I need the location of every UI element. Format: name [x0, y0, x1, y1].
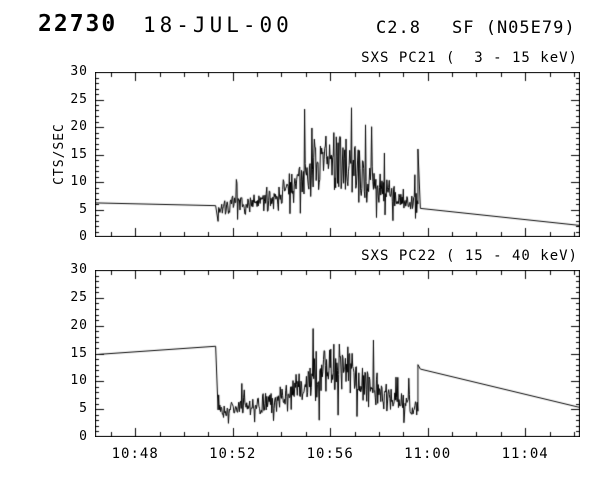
lightcurve-plot-pc21: [95, 72, 580, 237]
y-tick-label: 15: [70, 146, 88, 162]
y-tick-label: 25: [70, 91, 88, 107]
y-tick-label: 25: [70, 289, 88, 305]
y-tick-label: 30: [70, 64, 88, 79]
y-tick-label: 10: [70, 174, 88, 189]
y-tick-label: 20: [70, 317, 88, 333]
y-tick-label: 15: [70, 345, 88, 361]
y-tick-label: 5: [79, 401, 88, 417]
y-tick-label: 5: [79, 201, 88, 217]
x-tick-label: 11:00: [404, 446, 452, 462]
chart-title-pc21: SXS PC21 ( 3 - 15 keV): [361, 50, 578, 66]
flare-type-location: SF (N05E79): [452, 18, 576, 38]
x-tick-label: 10:52: [209, 446, 257, 462]
y-tick-label: 10: [70, 373, 88, 389]
x-tick-label: 10:48: [111, 446, 159, 462]
event-number: 22730: [38, 11, 118, 37]
y-tick-label: 30: [70, 262, 88, 277]
y-tick-label: 0: [79, 229, 88, 244]
event-date: 18-JUL-00: [143, 13, 293, 37]
goes-class: C2.8: [376, 18, 421, 38]
y-tick-label: 20: [70, 119, 88, 134]
chart-title-pc22: SXS PC22 ( 15 - 40 keV): [361, 248, 578, 264]
y-tick-label: 0: [79, 429, 88, 444]
lightcurve-plot-pc22: [95, 270, 580, 437]
x-tick-label: 11:04: [501, 446, 549, 462]
x-tick-label: 10:56: [306, 446, 354, 462]
